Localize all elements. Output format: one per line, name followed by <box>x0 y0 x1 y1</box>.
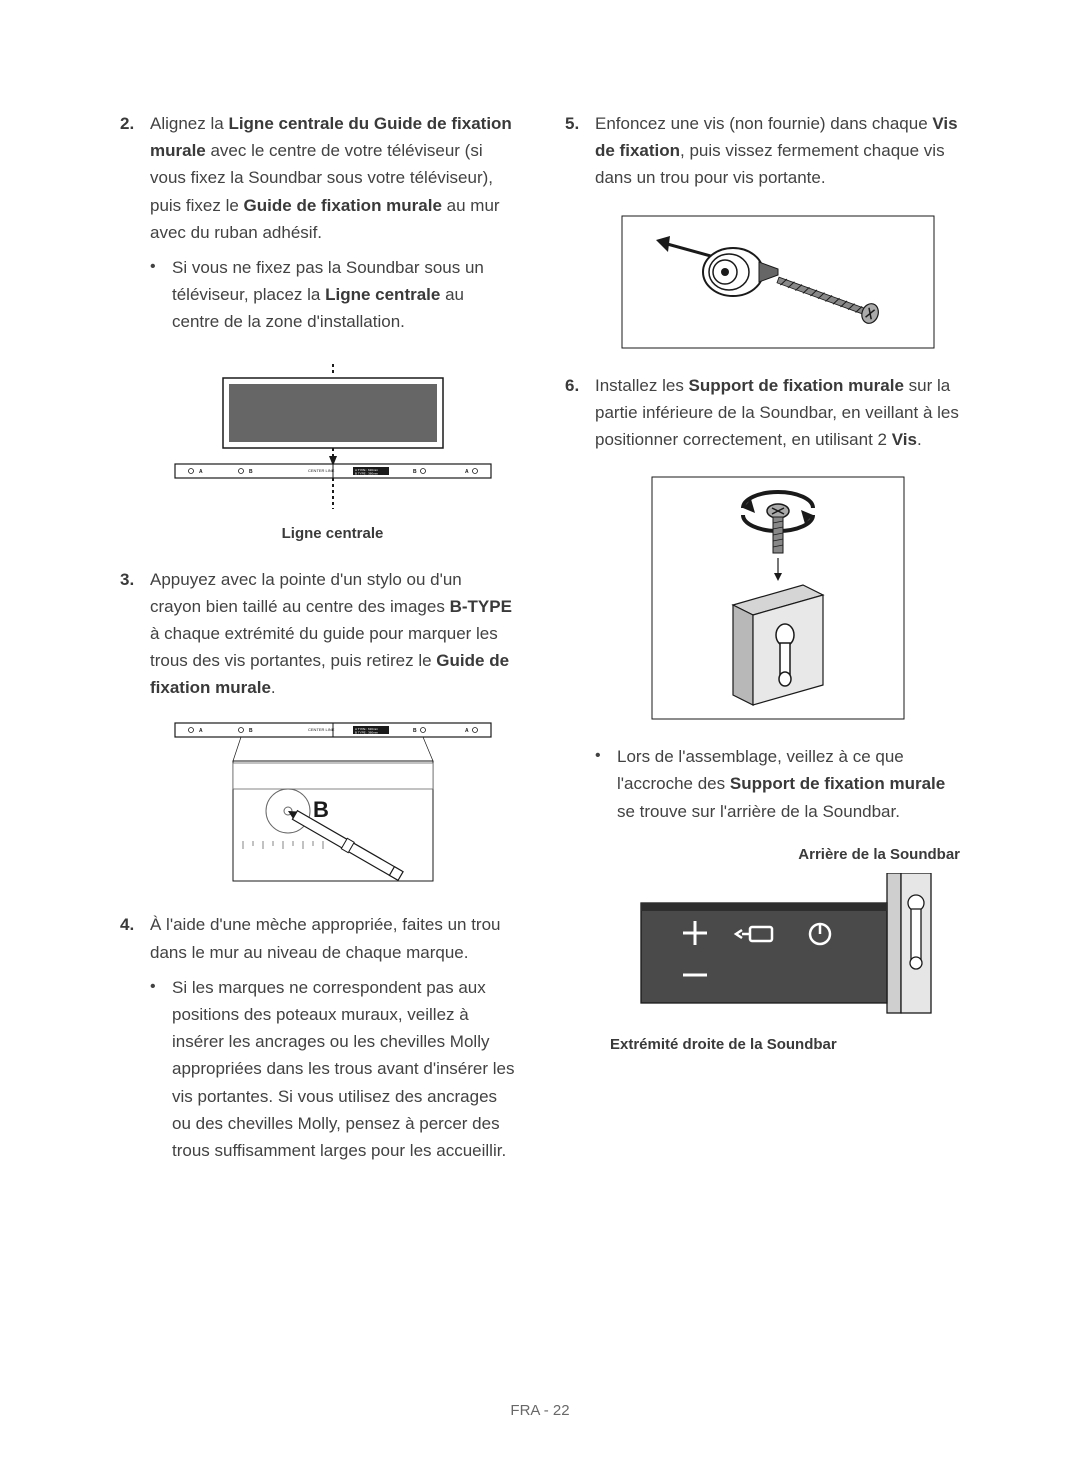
figure-bracket-install <box>595 473 960 723</box>
screw-anchor-diagram-icon <box>618 212 938 352</box>
text: Installez les <box>595 376 689 395</box>
left-column: 2. Alignez la Ligne centrale du Guide de… <box>120 110 515 1192</box>
pen-mark-diagram-icon: A B CENTER LINE A TYPE : 616mm B TYPE : … <box>173 721 493 891</box>
text: Alignez la <box>150 114 228 133</box>
bold-text: B-TYPE <box>450 597 512 616</box>
bold-text: Support de fixation murale <box>689 376 904 395</box>
step-body: Alignez la Ligne centrale du Guide de fi… <box>150 110 515 344</box>
page-number: FRA - 22 <box>0 1399 1080 1423</box>
step-6: 6. Installez les Support de fixation mur… <box>565 372 960 454</box>
bullet-item: • Si vous ne fixez pas la Soundbar sous … <box>150 254 515 336</box>
svg-text:B: B <box>413 728 417 734</box>
step-number: 3. <box>120 566 150 702</box>
svg-text:B: B <box>249 728 253 734</box>
figure-soundbar-rear: Arrière de la Soundbar <box>610 843 960 1057</box>
centerline-diagram-icon: A B CENTER LINE A TYPE : 616mm B TYPE : … <box>173 364 493 514</box>
page-content: 2. Alignez la Ligne centrale du Guide de… <box>0 0 1080 1252</box>
svg-text:B: B <box>249 469 253 475</box>
bold-text: Guide de fixation murale <box>244 196 442 215</box>
step-number: 4. <box>120 911 150 1172</box>
step-3: 3. Appuyez avec la pointe d'un stylo ou … <box>120 566 515 702</box>
step-number: 2. <box>120 110 150 344</box>
svg-text:CENTER LINE: CENTER LINE <box>308 727 335 732</box>
bullet-mark: • <box>150 974 172 1164</box>
svg-text:B: B <box>413 469 417 475</box>
text: . <box>917 430 922 449</box>
soundbar-rear-diagram-icon <box>635 873 935 1023</box>
svg-text:A: A <box>199 728 203 734</box>
bullet-item: • Si les marques ne correspondent pas au… <box>150 974 515 1164</box>
bold-text: Support de fixation murale <box>730 774 945 793</box>
bullet-mark: • <box>595 743 617 825</box>
step-body: Installez les Support de fixation murale… <box>595 372 960 454</box>
step-5: 5. Enfoncez une vis (non fournie) dans c… <box>565 110 960 192</box>
step-number: 6. <box>565 372 595 454</box>
figure-centerline: A B CENTER LINE A TYPE : 616mm B TYPE : … <box>150 364 515 546</box>
svg-text:B TYPE : 360mm: B TYPE : 360mm <box>355 731 379 735</box>
svg-text:A: A <box>465 728 469 734</box>
svg-text:CENTER LINE: CENTER LINE <box>308 468 335 473</box>
text: Enfoncez une vis (non fournie) dans chaq… <box>595 114 932 133</box>
svg-text:B: B <box>313 797 329 822</box>
bullet-mark: • <box>150 254 172 336</box>
text: se trouve sur l'arrière de la Soundbar. <box>617 802 900 821</box>
figure-pen-mark: A B CENTER LINE A TYPE : 616mm B TYPE : … <box>150 721 515 891</box>
bold-text: Ligne centrale <box>325 285 440 304</box>
text: . <box>271 678 276 697</box>
bullet-body: Si vous ne fixez pas la Soundbar sous un… <box>172 254 515 336</box>
step-2: 2. Alignez la Ligne centrale du Guide de… <box>120 110 515 344</box>
text: À l'aide d'une mèche appropriée, faites … <box>150 915 501 961</box>
bullet-body: Lors de l'assemblage, veillez à ce que l… <box>617 743 960 825</box>
text: Appuyez avec la pointe d'un stylo ou d'u… <box>150 570 462 616</box>
svg-text:B TYPE : 360mm: B TYPE : 360mm <box>355 471 379 475</box>
step-4: 4. À l'aide d'une mèche appropriée, fait… <box>120 911 515 1172</box>
right-column: 5. Enfoncez une vis (non fournie) dans c… <box>565 110 960 1192</box>
figure-screw-anchor <box>595 212 960 352</box>
step-body: À l'aide d'une mèche appropriée, faites … <box>150 911 515 1172</box>
figure-caption-bottom: Extrémité droite de la Soundbar <box>610 1033 960 1057</box>
bracket-install-diagram-icon <box>648 473 908 723</box>
step-body: Enfoncez une vis (non fournie) dans chaq… <box>595 110 960 192</box>
bullet-body: Si les marques ne correspondent pas aux … <box>172 974 515 1164</box>
bold-text: Vis <box>892 430 917 449</box>
figure-caption-top: Arrière de la Soundbar <box>610 843 960 867</box>
step-body: Appuyez avec la pointe d'un stylo ou d'u… <box>150 566 515 702</box>
step-number: 5. <box>565 110 595 192</box>
svg-text:A: A <box>465 469 469 475</box>
svg-text:A: A <box>199 469 203 475</box>
figure-caption: Ligne centrale <box>150 522 515 546</box>
bullet-item: • Lors de l'assemblage, veillez à ce que… <box>595 743 960 825</box>
